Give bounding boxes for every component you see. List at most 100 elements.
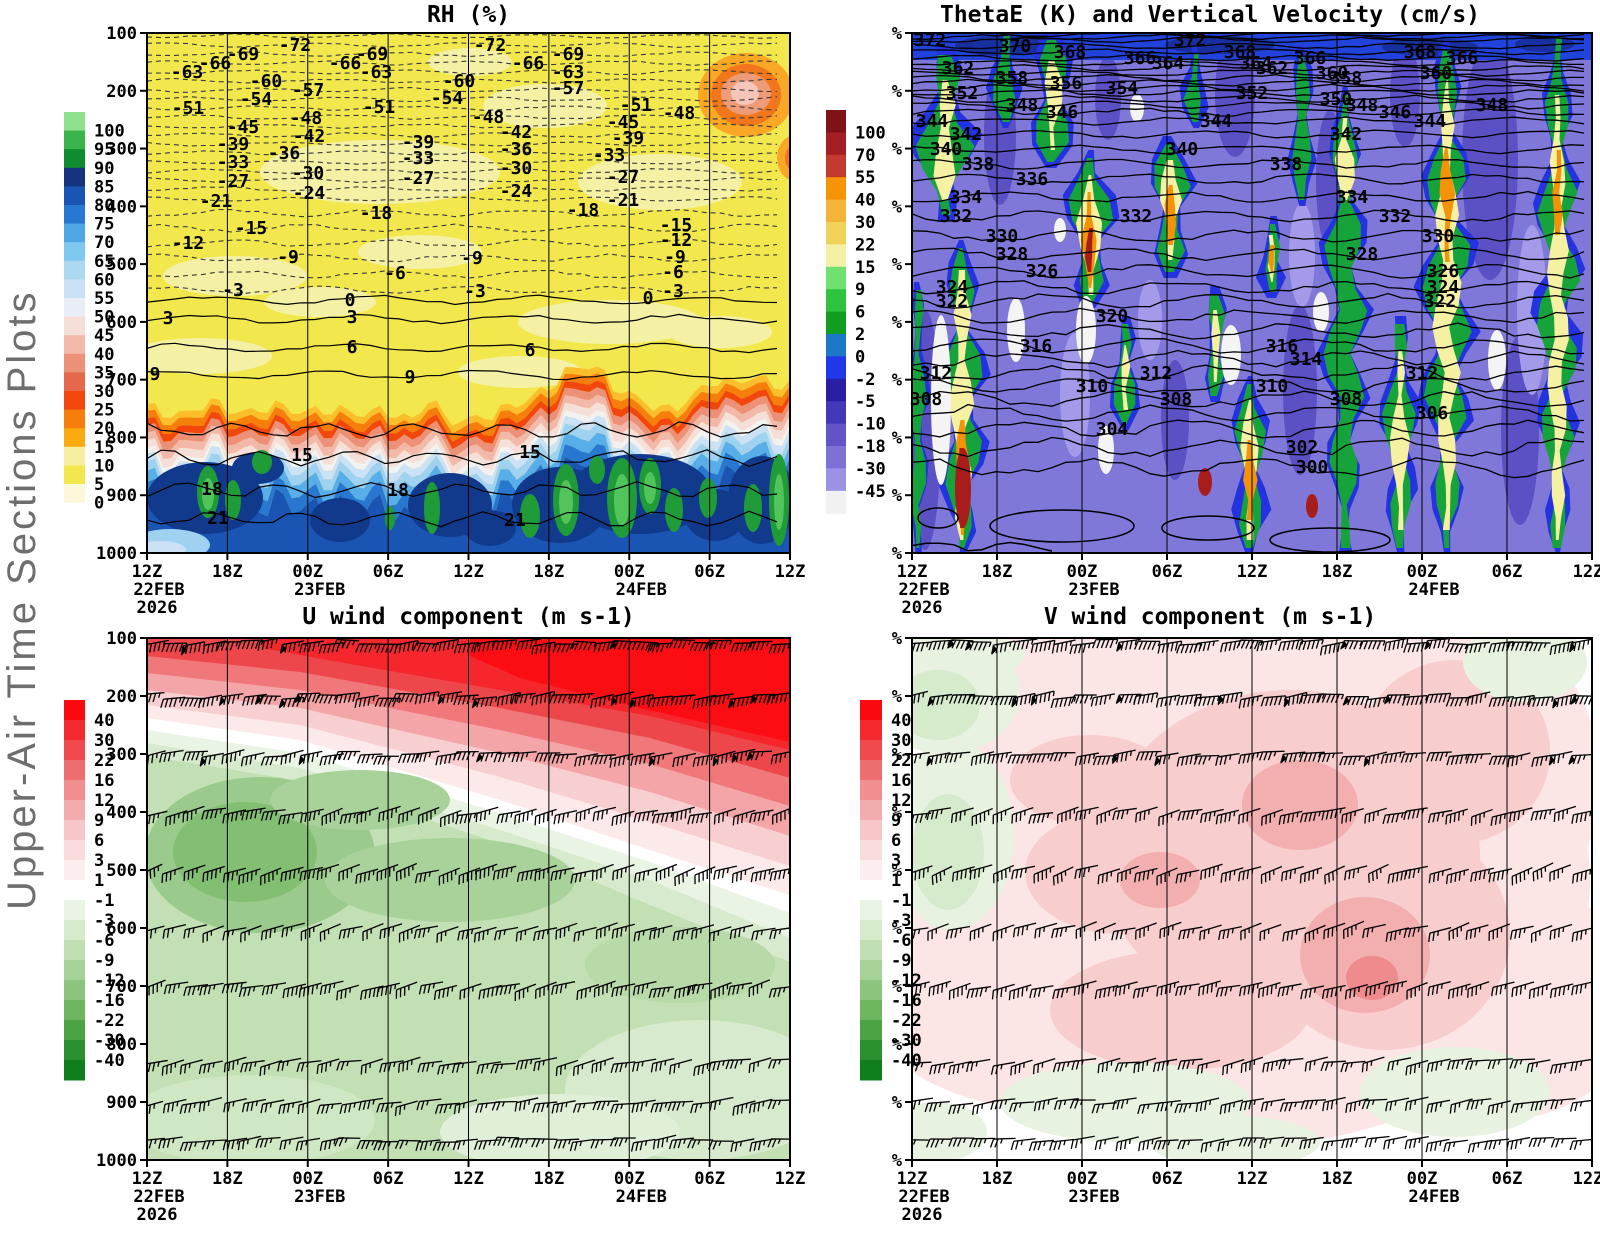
contour-label: 15 [291,445,313,466]
colorbar-label: -5 [855,392,875,412]
y-axis-label: 900 [106,486,137,506]
colorbar-label: 75 [94,215,114,235]
x-axis-label: 18Z [1322,562,1353,582]
colorbar-label: 40 [94,711,114,731]
y-axis-label: 800 [106,428,137,448]
y-axis-label: 400 [106,197,137,217]
contour-label: 0 [643,288,654,309]
colorbar-label: -10 [855,415,886,435]
contour-label: -51 [172,98,205,119]
colorbar-label: 55 [855,168,875,188]
colorbar-label: 95 [94,140,114,160]
contour-label: 6 [525,340,536,361]
x-axis-label: 12Z [1237,1169,1268,1189]
x-axis-label: 12Z [775,562,806,582]
contour-label: 304 [1096,419,1129,440]
y-axis-label: 900 [106,1093,137,1113]
contour-label: 346 [1379,102,1412,123]
contour-label: -33 [402,148,435,169]
colorbar-label: -30 [94,1031,125,1051]
y-axis-label: % [892,803,903,823]
x-axis-label: 12Z [453,562,484,582]
colorbar-label: 100 [855,123,886,143]
colorbar-label: -9 [94,951,114,971]
contour-label: 312 [920,363,953,384]
contour-label: -39 [217,134,250,155]
colorbar-label: 15 [855,258,875,278]
colorbar-label: 70 [855,146,875,166]
x-axis-label: 12Z [132,1169,163,1189]
panel-frame-thetae: %%%%%%%%%%12Z 18Z 00Z 06Z 12Z 18Z 00Z 06Z 12Z22F… [892,24,1600,618]
contour-label: -51 [363,97,396,118]
colorbar-label: 50 [94,308,114,328]
y-axis-label: % [892,24,903,44]
contour-label: 332 [1120,206,1153,227]
colorbar-label: 6 [855,303,865,323]
contour-label: 332 [940,206,973,227]
contour-label: -66 [199,53,232,74]
x-axis-label: 12Z [897,1169,928,1189]
y-axis-label: 100 [106,24,137,44]
contour-label: -48 [290,108,323,129]
y-axis-label: % [892,629,903,649]
x-axis-label: 06Z [373,1169,404,1189]
y-axis-label: % [892,486,903,506]
panel-vwind: %%%%%%%%%%12Z 18Z 00Z 06Z 12Z 18Z 00Z 06Z 12Z22F… [860,629,1600,1225]
contour-label: 332 [1379,206,1412,227]
y-axis-label: 300 [106,745,137,765]
x-axis-label: 00Z [292,1169,323,1189]
contour-label: 328 [1346,244,1379,265]
contour-label: -42 [293,126,326,147]
contour-label: -63 [360,62,393,83]
contour-label: 344 [1200,111,1233,132]
y-axis-label: 100 [106,629,137,649]
contour-label: -60 [250,71,283,92]
date-label: 23FEB [1068,580,1119,600]
contour-label: -69 [552,44,585,65]
contour-label: -45 [227,117,260,138]
y-axis-label: % [892,82,903,102]
colorbar-label: 1 [891,871,901,891]
contour-label: 368 [1404,42,1437,63]
contour-label: -39 [612,128,645,149]
x-axis-label: 12Z [1573,562,1600,582]
contour-label: -51 [620,95,653,116]
x-axis-label: 00Z [1067,562,1098,582]
colorbar-label: 12 [891,791,911,811]
contour-label: 364 [1152,53,1185,74]
contour-label: 308 [1330,389,1363,410]
contour-label: 358 [1330,68,1363,89]
contour-label: 346 [1046,102,1079,123]
date-label: 22FEB [898,580,949,600]
y-axis-label: % [892,197,903,217]
year-label: 2026 [137,598,178,618]
colorbar-label: 80 [94,196,114,216]
contour-label: 326 [1026,261,1059,282]
panel-rh: -72 -72-69 -69 -69-66 -66 -66-63 -63 -63-60 -60-… [64,24,805,618]
contour-label: 372 [1174,30,1207,51]
contour-label: 350 [1320,89,1353,110]
contour-label: 308 [1160,389,1193,410]
colorbar-label: -12 [94,971,125,991]
contour-label: 342 [950,124,983,145]
contour-label: 348 [1006,95,1039,116]
x-axis-label: 06Z [694,562,725,582]
colorbar-label: 9 [94,811,104,831]
y-axis-label: % [892,544,903,564]
contour-label: -36 [500,139,533,160]
year-label: 2026 [137,1205,178,1225]
colorbar-label: -9 [891,951,911,971]
contour-label: -24 [293,183,326,204]
colorbar-label: -3 [94,911,114,931]
y-axis-label: 500 [106,255,137,275]
contour-label: 330 [986,226,1019,247]
colorbar-label: 22 [855,235,875,255]
colorbar-label: 60 [94,270,114,290]
contour-label: -72 [279,35,312,56]
contour-label: 310 [1256,376,1289,397]
x-axis-label: 12Z [453,1169,484,1189]
